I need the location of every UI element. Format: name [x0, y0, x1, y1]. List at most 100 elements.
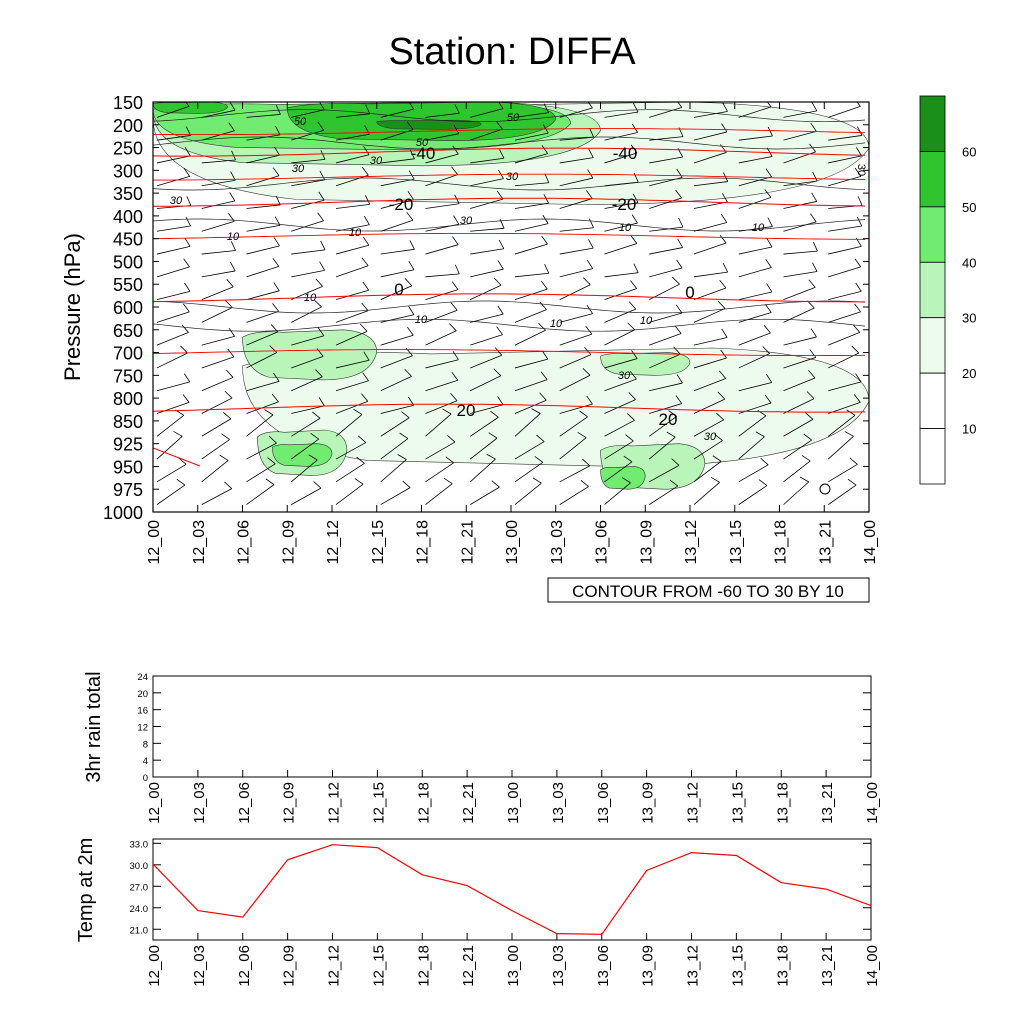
barb-flag	[490, 410, 499, 418]
wind-contour-line	[153, 218, 866, 232]
wind-barb	[335, 104, 371, 118]
wind-barb	[828, 303, 861, 323]
barb-shaft	[604, 243, 637, 255]
barb-flag	[496, 326, 503, 335]
wind-barb	[425, 371, 459, 392]
time-height-section-panel: 50 50 50 30 30 30 30 30 10 10 10 10 10 10 10 10 30 30 -40 -…	[60, 93, 879, 603]
wind-barb	[783, 122, 817, 141]
barb-shaft	[425, 112, 460, 118]
barb-shaft	[559, 284, 591, 300]
wind-barb	[291, 299, 322, 323]
x-tick-label: 12_18	[415, 782, 432, 824]
wind-barb	[291, 261, 325, 278]
wind-barb	[335, 323, 368, 346]
wind-barb	[425, 236, 459, 255]
wind-contour-label: 10	[619, 222, 632, 234]
wind-barb	[738, 373, 773, 392]
barb-shaft	[738, 156, 773, 164]
wind-barb	[156, 216, 191, 232]
barb-flag	[853, 394, 861, 403]
barb-shaft	[201, 335, 235, 346]
pressure-tick-label: 600	[113, 298, 143, 318]
barb-shaft	[156, 266, 190, 278]
barb-shaft	[246, 114, 281, 118]
barb-shaft	[246, 463, 276, 483]
wind-barb	[738, 259, 772, 278]
wind-barb	[693, 262, 729, 278]
barb-flag	[496, 190, 504, 200]
barb-flag	[361, 302, 369, 312]
barb-shaft	[604, 482, 631, 505]
x-tick-label: 13_00	[505, 782, 522, 824]
barb-shaft	[246, 265, 279, 278]
y-tick-label: 0	[143, 773, 148, 784]
barb-shaft	[470, 375, 501, 392]
barb-shaft	[425, 244, 459, 255]
wind-barb	[828, 147, 862, 164]
barb-flag	[717, 300, 726, 309]
wind-barb	[470, 480, 500, 505]
wind-barb	[514, 408, 541, 437]
barb-flag	[856, 147, 862, 157]
barb-flag	[766, 102, 772, 108]
barb-flag	[531, 408, 541, 414]
barb-flag	[808, 370, 816, 379]
time-tick-label: 13_15	[728, 520, 745, 565]
wind-barb	[827, 431, 854, 460]
wind-contour-label: 10	[640, 315, 653, 327]
barb-shaft	[156, 225, 191, 232]
wind-barb	[783, 412, 814, 437]
time-tick-label: 12_18	[415, 520, 432, 565]
barb-flag	[221, 433, 230, 440]
barb-flag	[851, 345, 860, 354]
wind-contour-label: 30	[370, 155, 383, 167]
temp-contour-label: -40	[411, 144, 436, 163]
x-tick-label: 13_15	[729, 782, 746, 824]
barb-flag	[586, 190, 593, 199]
barb-flag	[229, 102, 236, 111]
barb-flag	[275, 105, 281, 115]
barb-shaft	[559, 374, 591, 392]
barb-shaft	[738, 415, 767, 437]
wind-barb	[425, 323, 457, 346]
barb-flag	[449, 323, 457, 332]
wind-barb	[559, 277, 591, 300]
barb-shaft	[828, 155, 862, 164]
wind-barb	[559, 395, 593, 414]
barb-shaft	[693, 337, 728, 346]
barb-shaft	[380, 108, 414, 118]
wind-barb	[783, 349, 817, 369]
barb-shaft	[201, 109, 236, 118]
barb-shaft	[693, 461, 722, 483]
barb-flag	[719, 279, 727, 289]
wind-speed-fill	[153, 102, 869, 490]
wind-barb	[291, 369, 323, 392]
x-tick-label: 13_00	[505, 945, 522, 987]
wind-barb	[783, 433, 812, 460]
barb-flag	[185, 216, 191, 227]
barb-shaft	[291, 438, 319, 460]
y-tick-label: 21.0	[130, 925, 149, 936]
barb-shaft	[291, 306, 322, 323]
time-tick-label: 13_09	[638, 520, 655, 565]
wind-barb	[514, 434, 545, 460]
barb-flag	[317, 212, 324, 222]
barb-shaft	[425, 413, 452, 437]
wind-barb	[335, 478, 364, 505]
barb-flag	[361, 393, 369, 402]
time-tick-label: 12_03	[191, 520, 208, 565]
barb-flag	[181, 324, 189, 333]
temperature-contours	[153, 128, 866, 467]
barb-shaft	[649, 267, 683, 278]
barb-flag	[764, 189, 772, 198]
barb-flag	[222, 412, 232, 420]
wind-barb	[246, 105, 281, 118]
barb-flag	[497, 305, 504, 315]
barb-flag	[588, 239, 594, 249]
barb-shaft	[201, 460, 229, 483]
x-tick-label: 12_21	[460, 945, 477, 987]
barb-shaft	[470, 268, 504, 278]
temp-contour--20	[153, 197, 866, 207]
wind-barb	[246, 303, 279, 323]
wind-barb	[470, 239, 505, 255]
